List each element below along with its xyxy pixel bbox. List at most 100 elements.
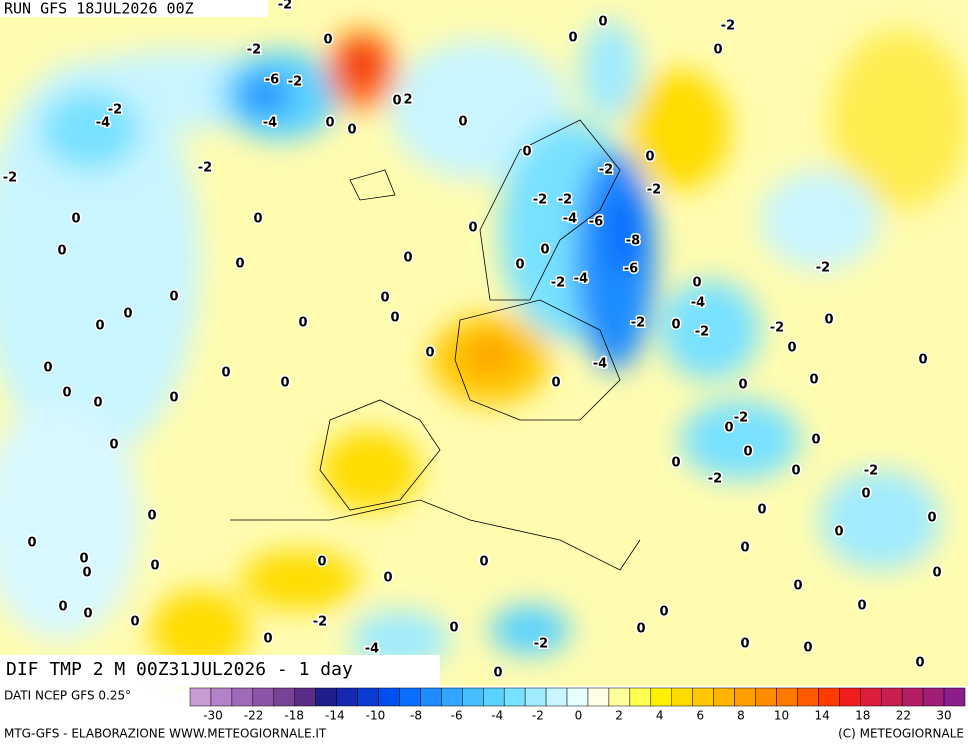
color-swatch: [671, 687, 693, 707]
contour-label: 0: [861, 487, 870, 502]
color-bar-tick: 10: [774, 709, 789, 723]
color-swatch: [273, 687, 295, 707]
color-bar-tick: -2: [532, 709, 544, 723]
contour-label: -2: [533, 193, 547, 208]
contour-label: -8: [626, 234, 640, 249]
credit-label: MTG-GFS - ELABORAZIONE WWW.METEOGIORNALE…: [4, 727, 327, 741]
contour-label: -4: [691, 296, 705, 311]
color-swatch: [503, 687, 526, 707]
contour-label: 0: [915, 656, 924, 671]
source-label: DATI NCEP GFS 0.25°: [4, 689, 131, 703]
contour-label: 0: [671, 456, 680, 471]
contour-label: -2: [313, 615, 327, 630]
contour-label: 0: [515, 258, 524, 273]
contour-label: 0: [425, 346, 434, 361]
contour-label: 0: [130, 615, 139, 630]
contour-label: 0: [298, 316, 307, 331]
color-bar-tick: 8: [737, 709, 745, 723]
color-swatch: [587, 687, 610, 707]
color-swatch: [755, 687, 777, 707]
copyright-label: (C) METEOGIORNALE: [838, 727, 964, 741]
contour-label: 0: [253, 212, 262, 227]
coastlines: [230, 119, 641, 571]
contour-label: -2: [551, 276, 565, 291]
contour-label: 0: [317, 555, 326, 570]
color-swatch: [776, 687, 798, 707]
contour-label: -4: [574, 272, 588, 287]
map-field: [0, 0, 968, 686]
color-swatch: [524, 687, 547, 707]
contour-label: -2: [816, 261, 830, 276]
contour-label: 0: [811, 433, 820, 448]
contour-label: 0: [540, 243, 549, 258]
contour-label: 0: [787, 341, 796, 356]
contour-label: 0: [636, 622, 645, 637]
contour-label: 0: [347, 123, 356, 138]
color-swatch: [189, 687, 212, 707]
contour-label: 0: [383, 571, 392, 586]
color-swatch: [252, 687, 275, 707]
contour-label: 0: [568, 31, 577, 46]
contour-label: 0: [740, 637, 749, 652]
color-bar-tick: 30: [936, 709, 951, 723]
contour-label: -2: [708, 472, 722, 487]
contour-label: 0: [109, 438, 118, 453]
contour-label: 2: [403, 93, 412, 108]
color-swatch: [420, 687, 442, 707]
color-bar-tick: 22: [896, 709, 911, 723]
contour-label: 0: [791, 464, 800, 479]
color-swatch: [294, 687, 316, 707]
contour-label: 0: [803, 641, 812, 656]
contour-label: 0: [93, 396, 102, 411]
color-bar-tick: -18: [284, 709, 304, 723]
contour-label: 0: [740, 541, 749, 556]
contour-label: -6: [589, 215, 603, 230]
contour-label: 0: [79, 552, 88, 567]
contour-label: 0: [824, 313, 833, 328]
color-swatch: [357, 687, 379, 707]
contour-label: 0: [458, 115, 467, 130]
contour-label: -4: [365, 642, 379, 657]
contour-label: 0: [493, 666, 502, 681]
contour-label: 0: [403, 251, 412, 266]
contour-label: 0: [147, 509, 156, 524]
color-bar: -30 -22 -18 -14 -10 -8 -6 -4 -2 0 2 4 6 8 10 14 18 22 30: [189, 687, 966, 723]
color-swatch: [650, 687, 673, 707]
contour-label: 0: [645, 150, 654, 165]
color-swatch: [462, 687, 484, 707]
color-bar-tick: -6: [451, 709, 463, 723]
contour-label: 0: [834, 525, 843, 540]
contour-label: 0: [83, 607, 92, 622]
color-swatch: [482, 687, 505, 707]
color-swatch: [378, 687, 400, 707]
contour-label: 0: [221, 366, 230, 381]
contour-label: -2: [695, 325, 709, 340]
color-bar-tick: 18: [855, 709, 870, 723]
contour-label: -2: [278, 0, 292, 13]
contour-label: 0: [743, 445, 752, 460]
color-swatch: [692, 687, 714, 707]
color-swatch: [566, 687, 589, 707]
contour-label: 0: [659, 605, 668, 620]
contour-label: 0: [598, 15, 607, 30]
contour-label: 0: [927, 511, 936, 526]
color-swatch: [210, 687, 233, 707]
contour-label: 0: [235, 257, 244, 272]
contour-label: -2: [288, 75, 302, 90]
contour-label: 0: [43, 361, 52, 376]
contour-label: 0: [809, 373, 818, 388]
contour-label: 0: [793, 579, 802, 594]
color-bar-tick: -30: [203, 709, 223, 723]
color-bar-tick: 2: [615, 709, 623, 723]
contour-label: -6: [624, 262, 638, 277]
field-box: [0, 655, 440, 686]
contour-label: 0: [724, 421, 733, 436]
color-swatch: [315, 687, 337, 707]
contour-label: 0: [280, 376, 289, 391]
contour-label: 0: [62, 386, 71, 401]
color-swatch: [608, 687, 631, 707]
contour-label: -2: [198, 161, 212, 176]
contour-label: 0: [468, 221, 477, 236]
